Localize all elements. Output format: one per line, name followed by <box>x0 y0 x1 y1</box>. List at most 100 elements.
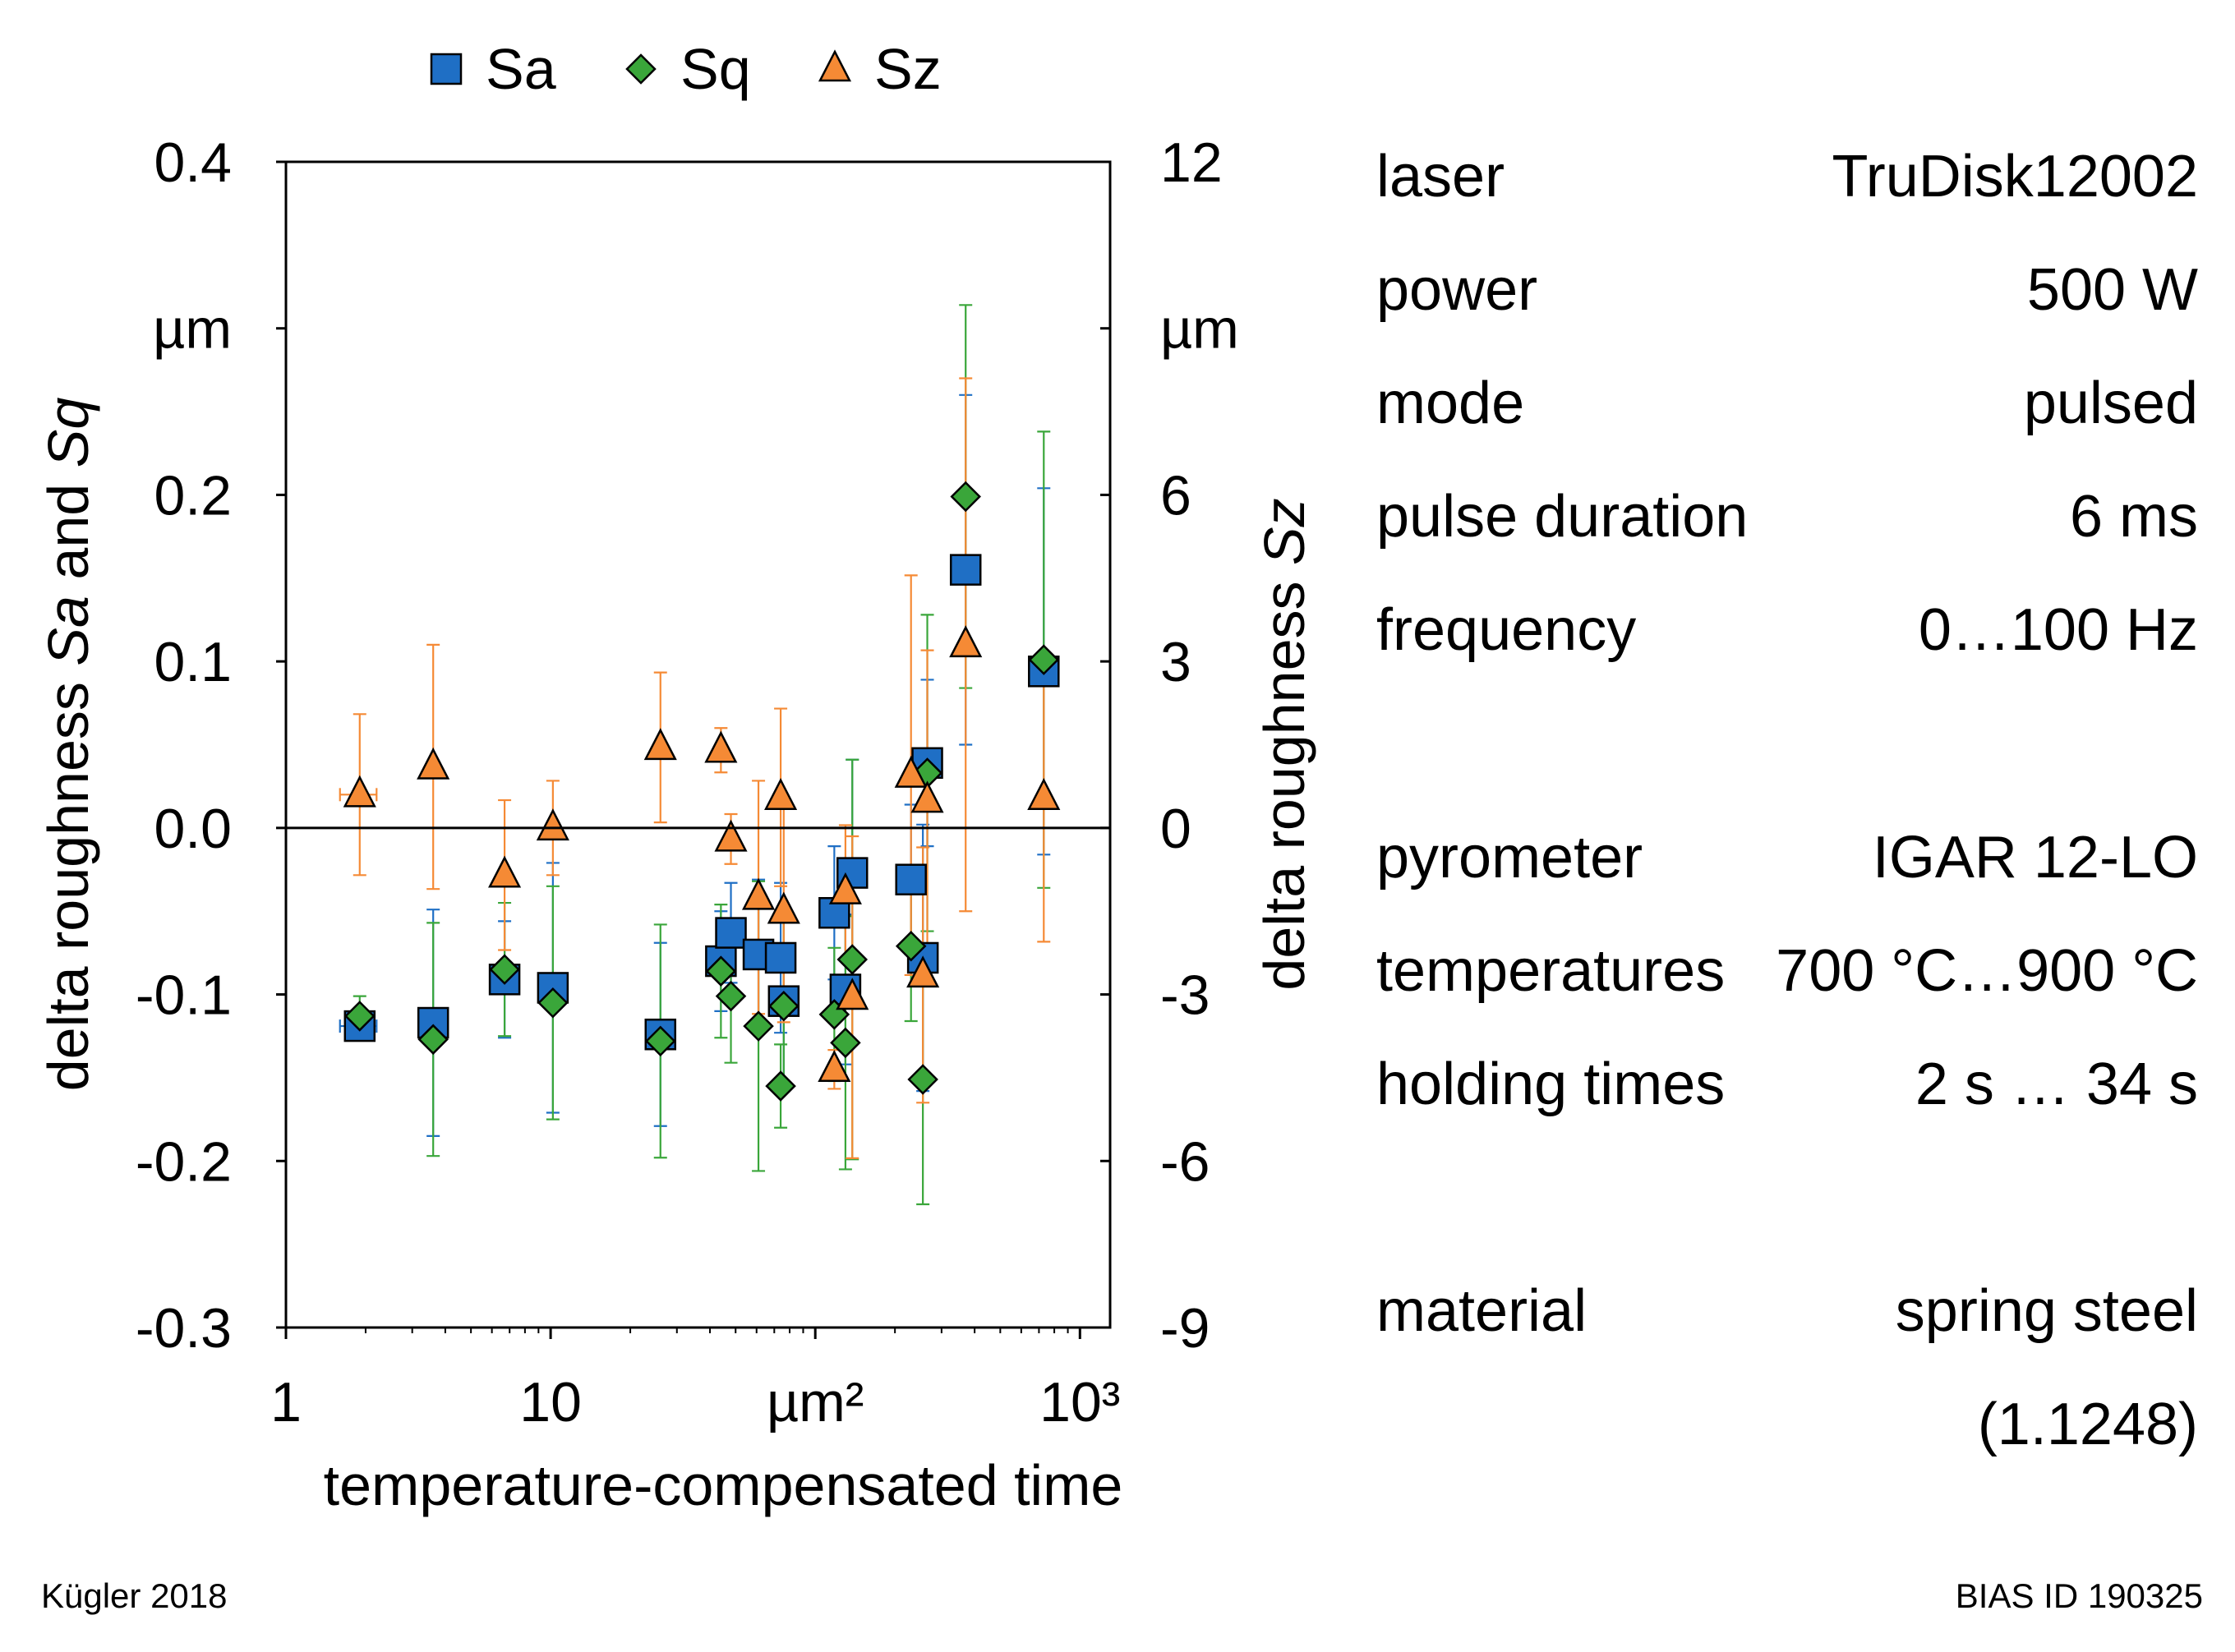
info-row-material-number: (1.1248) <box>1376 1392 2198 1457</box>
info-label: mode <box>1376 370 1525 436</box>
x-tick-label: 1 <box>270 1371 302 1433</box>
sz-point <box>764 777 798 810</box>
y-left-axis-title-part: Sa <box>36 596 100 666</box>
legend-marker-sz <box>818 49 852 82</box>
sq-point <box>1028 644 1060 675</box>
y-right-axis-title-part: Sz <box>1252 498 1316 565</box>
sq-point <box>489 954 520 985</box>
y-left-tick-label: -0.2 <box>136 1130 232 1193</box>
legend-label-sq: Sq <box>680 37 751 101</box>
y-right-axis-title: delta roughness Sz <box>1252 498 1316 990</box>
legend-label-sz: Sz <box>874 37 942 101</box>
axis-labels: -0.3 -0.2 -0.1 0.0 0.1 0.2 µm 0.4 -9 -6 -3 0 3 6 µm 12 1… <box>36 131 1316 1517</box>
sz-point <box>767 891 800 924</box>
sz-point <box>906 955 940 988</box>
sq-point <box>836 944 869 975</box>
sz-point <box>949 625 983 658</box>
sz-point <box>704 730 738 763</box>
y-right-axis-title-part: delta roughness <box>1252 565 1316 991</box>
y-left-axis-title-part: and <box>36 467 100 596</box>
sq-point <box>895 931 927 962</box>
info-label: material <box>1376 1278 1588 1344</box>
info-label: pulse duration <box>1376 484 1749 550</box>
y-right-tick-label: 0 <box>1160 798 1191 860</box>
info-value: IGAR 12-LO <box>1872 825 2198 890</box>
sz-point <box>742 877 776 910</box>
sz-point <box>818 1050 851 1083</box>
sq-point <box>417 1024 449 1056</box>
footer-id: BIAS ID 190325 <box>1955 1576 2203 1615</box>
info-value: TruDisk12002 <box>1832 144 2198 209</box>
info-label: power <box>1376 257 1538 323</box>
sa-point <box>715 917 747 949</box>
sz-point <box>714 819 748 852</box>
info-value: 500 W <box>2026 257 2198 323</box>
info-value: 2 s … 34 s <box>1915 1051 2198 1117</box>
sq-point <box>907 1064 938 1095</box>
data-markers <box>343 481 1061 1102</box>
sz-point <box>1027 777 1061 810</box>
legend: Sa Sq Sz <box>430 37 942 101</box>
info-label: pyrometer <box>1376 825 1643 890</box>
y-left-tick-label: 0.2 <box>154 464 232 527</box>
x-tick-label: 10 <box>519 1371 582 1433</box>
axes <box>276 160 1112 1339</box>
plot-frame <box>284 160 1112 1329</box>
y-left-axis-title-part: Sq <box>36 398 100 468</box>
info-row-frequency: frequency 0…100 Hz <box>1376 597 2198 663</box>
info-value: 6 ms <box>2069 484 2198 550</box>
sz-point <box>536 808 569 841</box>
sq-point <box>644 1025 676 1057</box>
info-value: pulsed <box>2023 370 2198 436</box>
info-row-material: material spring steel <box>1376 1278 2198 1344</box>
info-value: 700 °C…900 °C <box>1776 938 2198 1004</box>
sa-point <box>949 554 982 586</box>
y-left-tick-label: 0.1 <box>154 631 232 693</box>
x-tick-label: 10³ <box>1039 1371 1120 1433</box>
info-label: laser <box>1376 144 1505 209</box>
info-row-laser: laser TruDisk12002 <box>1376 144 2198 209</box>
y-right-tick-label: 12 <box>1160 131 1223 194</box>
info-row-mode: mode pulsed <box>1376 370 2198 436</box>
y-right-tick-label: -6 <box>1160 1130 1210 1193</box>
sa-point <box>895 863 927 895</box>
sz-point <box>894 755 928 788</box>
sq-point <box>830 1027 861 1059</box>
info-value: (1.1248) <box>1977 1392 2198 1457</box>
sq-point <box>768 990 800 1022</box>
y-left-axis-title: delta roughness Sa and Sq <box>36 398 100 1092</box>
legend-label-sa: Sa <box>486 37 556 101</box>
footer-author: Kügler 2018 <box>41 1576 228 1615</box>
y-left-tick-label: 0.0 <box>154 798 232 860</box>
sz-point <box>828 872 862 904</box>
y-left-tick-label: 0.4 <box>154 131 232 194</box>
y-left-tick-label: -0.3 <box>136 1297 232 1360</box>
info-row-holding-times: holding times 2 s … 34 s <box>1376 1051 2198 1117</box>
info-value: 0…100 Hz <box>1918 597 2198 663</box>
sz-point <box>488 855 522 888</box>
info-label: frequency <box>1376 597 1637 663</box>
x-tick-label: µm² <box>767 1371 864 1433</box>
y-right-tick-label: 6 <box>1160 464 1191 527</box>
info-row-pyrometer: pyrometer IGAR 12-LO <box>1376 825 2198 890</box>
sq-point <box>705 955 737 987</box>
sq-point <box>950 481 981 513</box>
y-right-tick-label: 3 <box>1160 631 1191 693</box>
y-left-tick-label: -0.1 <box>136 964 232 1027</box>
y-right-tick-label: -9 <box>1160 1297 1210 1360</box>
info-label: temperatures <box>1376 938 1726 1004</box>
legend-marker-sq <box>625 53 657 85</box>
error-bars <box>339 304 1051 1206</box>
sq-point <box>765 1070 796 1102</box>
info-value: spring steel <box>1895 1278 2198 1344</box>
sq-point <box>344 1001 376 1032</box>
sq-point <box>743 1010 774 1042</box>
sz-point <box>643 728 677 761</box>
info-label: holding times <box>1376 1051 1726 1117</box>
legend-marker-sa <box>430 53 463 85</box>
y-right-tick-label: -3 <box>1160 964 1210 1027</box>
sz-point <box>343 775 376 808</box>
info-row-temperatures: temperatures 700 °C…900 °C <box>1376 938 2198 1004</box>
sz-point <box>836 978 869 1010</box>
